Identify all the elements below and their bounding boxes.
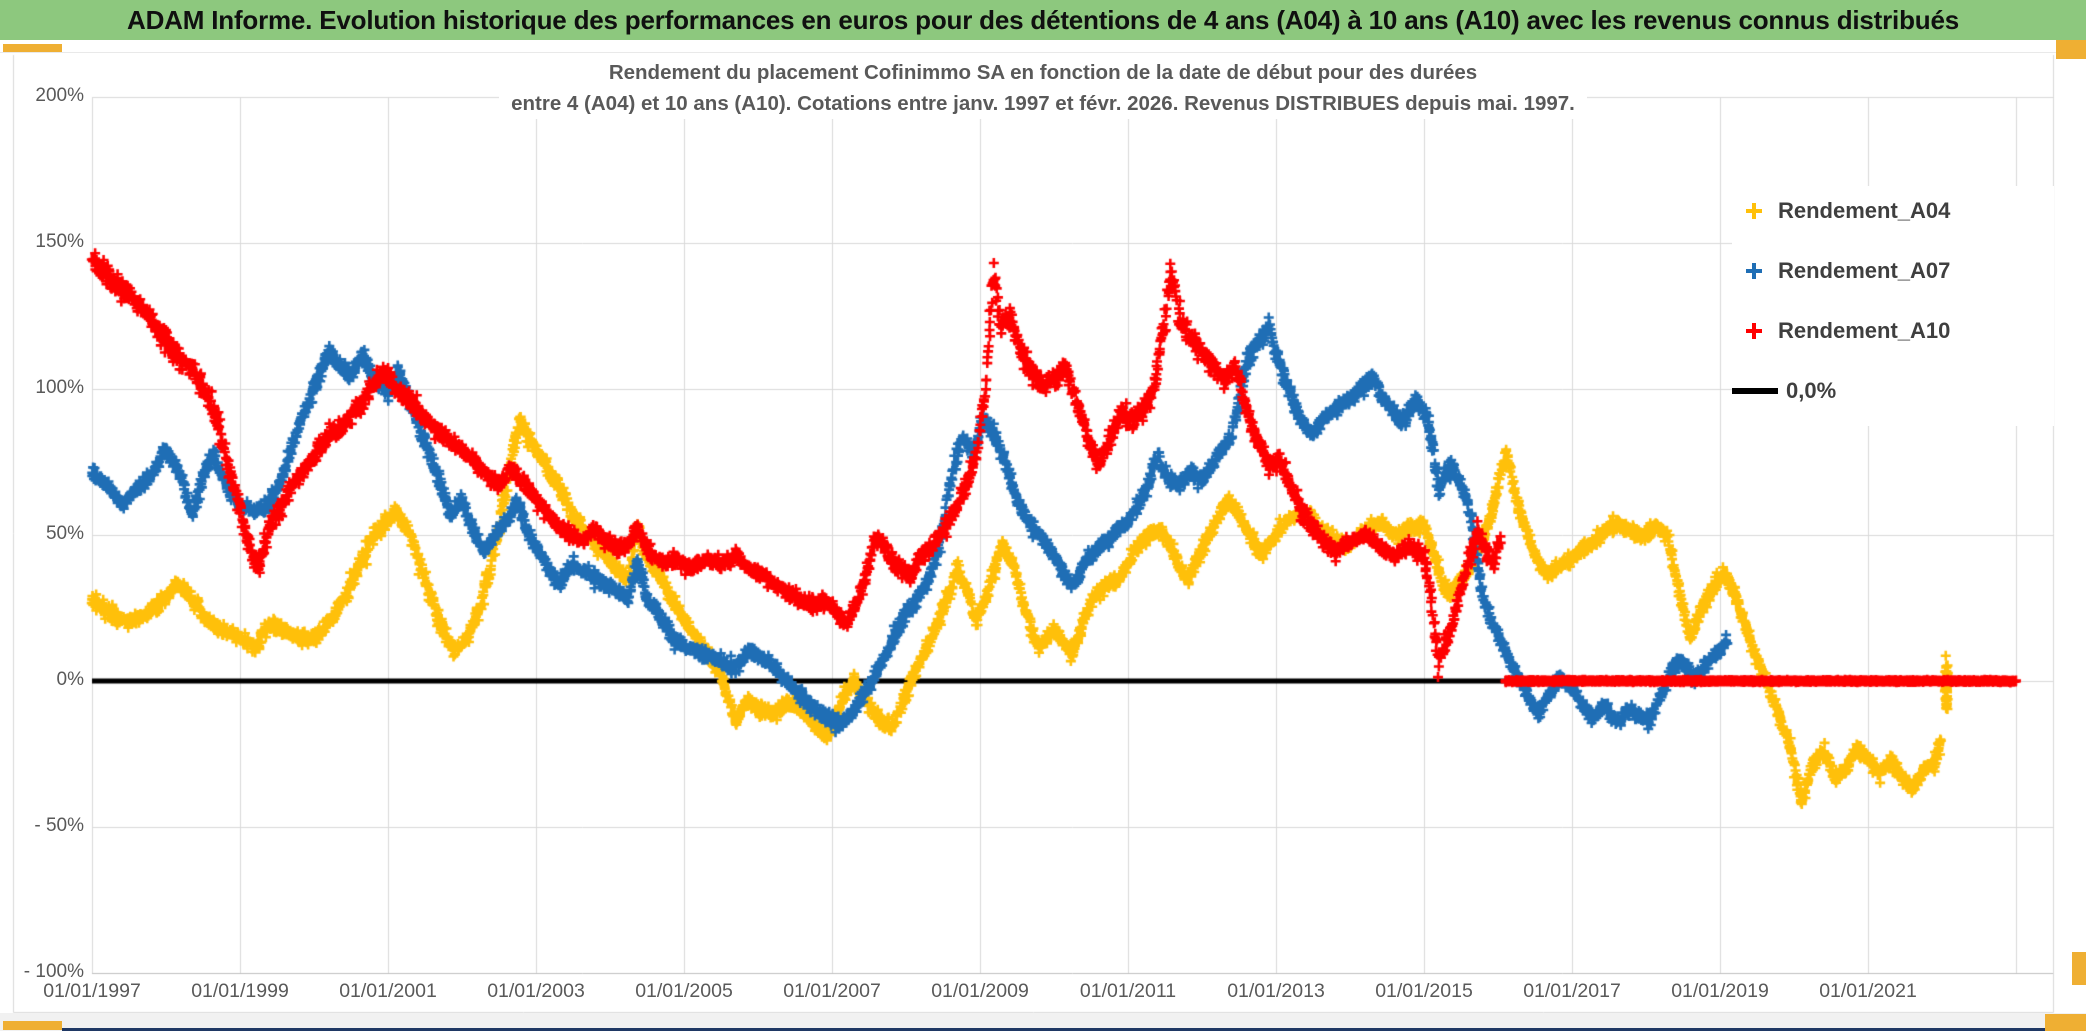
x-axis-tick-label: 01/01/2009 [931, 980, 1029, 1002]
x-axis-tick-label: 01/01/2003 [487, 980, 585, 1002]
legend-label: 0,0% [1786, 378, 1837, 403]
plus-marker-icon [1746, 203, 1762, 219]
header-bar: ADAM Informe. Evolution historique des p… [0, 0, 2086, 40]
header-divider [0, 52, 2086, 53]
legend-label: Rendement_A07 [1778, 258, 1951, 283]
accent-top-left [3, 44, 62, 52]
x-axis-tick-label: 01/01/2015 [1375, 980, 1473, 1002]
y-axis-tick-label: 0% [56, 669, 84, 690]
y-axis-tick-label: - 50% [34, 815, 84, 836]
header-title: ADAM Informe. Evolution historique des p… [127, 4, 1959, 35]
x-axis-tick-label: 01/01/1997 [43, 980, 141, 1002]
y-axis-tick-label: 200% [35, 85, 84, 106]
y-axis-tick-label: 50% [45, 523, 84, 544]
accent-top-right [2056, 40, 2086, 59]
y-axis-tick-label: - 100% [23, 961, 84, 982]
bottom-navy-line [62, 1028, 2086, 1031]
x-axis-tick-label: 01/01/2005 [635, 980, 733, 1002]
chart-title-line1: Rendement du placement Cofinimmo SA en f… [596, 57, 1490, 88]
x-axis-tick-label: 01/01/2007 [783, 980, 881, 1002]
x-axis-tick-label: 01/01/2013 [1227, 980, 1325, 1002]
accent-bottom-left [3, 1021, 62, 1030]
y-axis-tick-label: 100% [35, 377, 84, 398]
legend-label: Rendement_A10 [1778, 318, 1951, 343]
chart-title-line2: entre 4 (A04) et 10 ans (A10). Cotations… [499, 88, 1587, 119]
chart-legend: Rendement_A04 Rendement_A07 Rendement_A1… [1732, 186, 2054, 426]
legend-item-zero-line: 0,0% [1732, 376, 2054, 406]
legend-label: Rendement_A04 [1778, 198, 1951, 223]
x-axis-tick-label: 01/01/2021 [1819, 980, 1917, 1002]
x-axis-tick-label: 01/01/2011 [1079, 980, 1177, 1002]
legend-item-rendement-a07: Rendement_A07 [1732, 256, 2054, 286]
x-axis-tick-label: 01/01/2001 [339, 980, 437, 1002]
zero-line-icon [1732, 388, 1778, 394]
x-axis-tick-label: 01/01/2019 [1671, 980, 1769, 1002]
bottom-strip [0, 1013, 2086, 1031]
x-axis-tick-label: 01/01/1999 [191, 980, 289, 1002]
x-axis-tick-label: 01/01/2017 [1523, 980, 1621, 1002]
chart-title: Rendement du placement Cofinimmo SA en f… [0, 57, 2086, 119]
accent-bottom-right [2045, 1014, 2086, 1031]
plus-marker-icon [1746, 263, 1762, 279]
plus-marker-icon [1746, 323, 1762, 339]
legend-item-rendement-a10: Rendement_A10 [1732, 316, 2054, 346]
accent-right-edge [2072, 952, 2086, 985]
legend-item-rendement-a04: Rendement_A04 [1732, 196, 2054, 226]
y-axis-tick-label: 150% [35, 231, 84, 252]
